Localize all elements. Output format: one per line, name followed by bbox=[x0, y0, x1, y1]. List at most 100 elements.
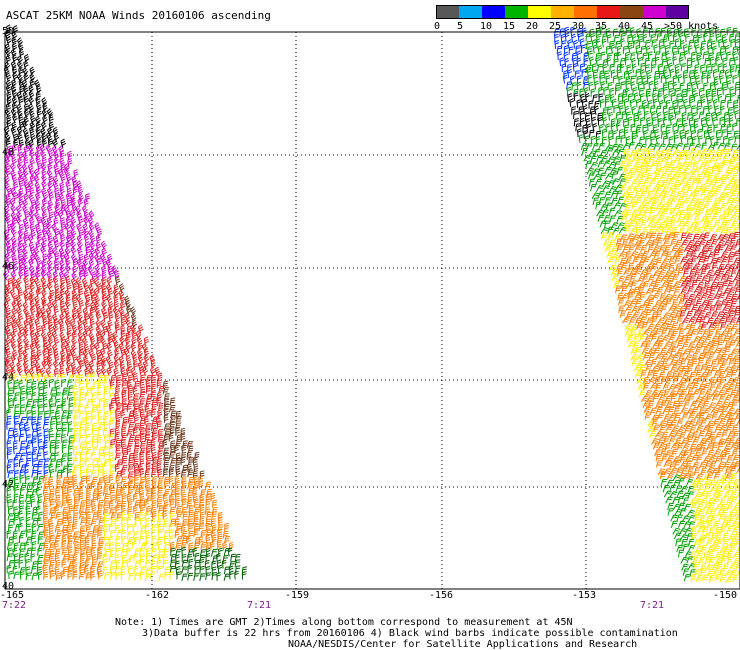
wind-barb bbox=[43, 469, 49, 479]
wind-barb bbox=[705, 116, 711, 127]
wind-barb bbox=[644, 359, 652, 367]
wind-barb bbox=[653, 250, 661, 259]
wind-barb bbox=[734, 437, 740, 445]
wind-barb bbox=[9, 149, 16, 160]
wind-barb bbox=[16, 60, 23, 71]
wind-barb bbox=[10, 126, 17, 136]
wind-barb bbox=[637, 178, 645, 187]
wind-barb bbox=[573, 92, 579, 102]
wind-barb bbox=[78, 506, 85, 514]
wind-barb bbox=[4, 211, 11, 221]
wind-barb bbox=[51, 343, 58, 354]
wind-barb bbox=[126, 305, 132, 316]
wind-barb bbox=[703, 185, 711, 193]
wind-barb bbox=[660, 353, 669, 361]
wind-barb bbox=[97, 481, 102, 490]
wind-barb bbox=[95, 311, 102, 322]
wind-barb bbox=[4, 132, 11, 143]
wind-barb bbox=[660, 281, 669, 289]
wind-barb bbox=[126, 492, 132, 502]
wind-barb bbox=[732, 574, 739, 583]
wind-barb bbox=[121, 428, 127, 437]
wind-barb bbox=[70, 228, 77, 239]
wind-barb bbox=[38, 386, 44, 395]
colorbar-swatch bbox=[597, 5, 620, 19]
wind-barb bbox=[139, 458, 145, 467]
wind-barb bbox=[16, 361, 23, 371]
wind-barb bbox=[695, 425, 704, 433]
wind-barb bbox=[175, 505, 182, 514]
wind-barb bbox=[97, 487, 103, 497]
wind-barb bbox=[39, 149, 46, 160]
wind-barb bbox=[100, 359, 107, 370]
wind-barb bbox=[652, 87, 658, 96]
wind-barb bbox=[681, 93, 688, 102]
wind-barb bbox=[733, 56, 739, 66]
wind-barb bbox=[65, 210, 72, 220]
wind-barb bbox=[701, 376, 709, 384]
wind-barb bbox=[628, 238, 636, 246]
wind-barb bbox=[22, 174, 28, 185]
wind-barb bbox=[192, 470, 198, 479]
wind-barb bbox=[672, 81, 678, 91]
wind-barb bbox=[92, 529, 98, 538]
wind-barb bbox=[713, 98, 718, 108]
wind-barb bbox=[56, 421, 61, 430]
wind-barb bbox=[672, 456, 681, 463]
wind-barb bbox=[40, 276, 47, 287]
wind-barb bbox=[724, 69, 730, 79]
wind-barb bbox=[120, 312, 126, 322]
wind-barb bbox=[91, 427, 98, 436]
wind-barb bbox=[97, 477, 105, 485]
wind-barb bbox=[145, 475, 151, 485]
wind-barb bbox=[127, 471, 134, 479]
wind-barb bbox=[706, 443, 714, 451]
wind-barb bbox=[79, 463, 85, 472]
colorbar-tick-label: 0 bbox=[434, 21, 441, 32]
wind-barb bbox=[629, 98, 635, 108]
wind-barb bbox=[11, 252, 17, 263]
wind-barb bbox=[29, 330, 36, 341]
wind-barb bbox=[597, 45, 603, 55]
colorbar-tick-label: 10 bbox=[480, 21, 493, 32]
wind-barb bbox=[47, 235, 54, 245]
wind-barb bbox=[88, 210, 95, 220]
wind-barb bbox=[608, 264, 617, 272]
wind-barb bbox=[133, 445, 140, 454]
wind-barb bbox=[731, 448, 739, 456]
wind-barb bbox=[19, 530, 26, 539]
colorbar-tick-label: 5 bbox=[457, 21, 464, 32]
wind-barb bbox=[697, 178, 704, 186]
wind-barb bbox=[700, 364, 708, 372]
wind-barb bbox=[604, 173, 614, 180]
wind-barb bbox=[36, 325, 42, 335]
wind-barb bbox=[646, 395, 655, 403]
wind-barb bbox=[36, 258, 42, 268]
wind-barb bbox=[579, 117, 585, 127]
wind-barb bbox=[68, 435, 75, 443]
wind-barb bbox=[734, 184, 740, 193]
wind-barb bbox=[99, 336, 106, 346]
wind-barb bbox=[37, 373, 43, 382]
wind-barb bbox=[652, 393, 659, 402]
wind-barb bbox=[61, 427, 67, 436]
wind-barb bbox=[23, 60, 29, 70]
wind-barb bbox=[72, 480, 78, 490]
wind-barb bbox=[17, 240, 23, 251]
wind-barb bbox=[709, 234, 718, 242]
wind-barb bbox=[59, 367, 65, 377]
wind-barb bbox=[64, 299, 71, 310]
wind-barb bbox=[162, 523, 168, 532]
wind-barb bbox=[188, 477, 195, 485]
wind-barb bbox=[107, 288, 113, 298]
wind-barb bbox=[162, 559, 168, 569]
wind-barb bbox=[140, 374, 146, 383]
wind-barb bbox=[67, 535, 73, 545]
wind-barb bbox=[137, 342, 143, 352]
wind-barb bbox=[78, 410, 85, 419]
wind-barb bbox=[96, 336, 102, 346]
wind-barb bbox=[657, 365, 666, 373]
wind-barb bbox=[115, 439, 122, 448]
wind-barb bbox=[676, 93, 682, 102]
wind-barb bbox=[677, 549, 684, 558]
